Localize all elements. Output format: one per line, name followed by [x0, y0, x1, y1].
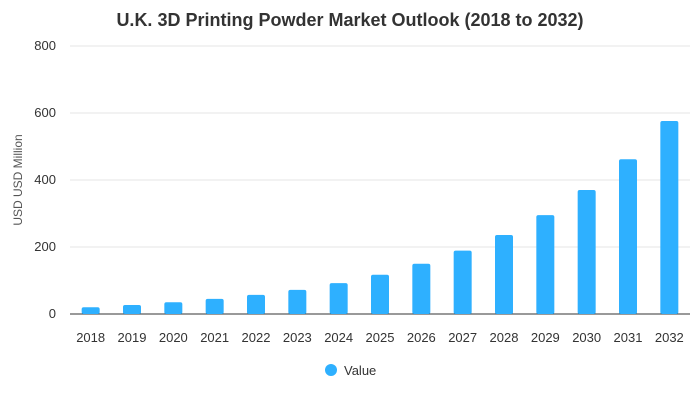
- x-tick-label: 2024: [324, 330, 353, 345]
- y-tick-label: 200: [34, 239, 56, 254]
- bar-2030[interactable]: [577, 190, 596, 314]
- y-axis-ticks: 0 200 400 600 800: [34, 38, 56, 321]
- bar-2019[interactable]: [123, 304, 141, 314]
- x-tick-label: 2030: [572, 330, 601, 345]
- bars: [81, 121, 679, 314]
- y-axis-label: USD USD Million: [11, 134, 25, 225]
- bar-2018[interactable]: [81, 307, 100, 314]
- x-tick-label: 2027: [448, 330, 477, 345]
- chart-title: U.K. 3D Printing Powder Market Outlook (…: [116, 10, 583, 30]
- y-tick-label: 0: [49, 306, 56, 321]
- bar-2029[interactable]: [536, 215, 555, 314]
- x-axis-ticks: 2018 2019 2020 2021 2022 2023 2024 2025 2026 2027…: [76, 330, 684, 345]
- x-tick-label: 2031: [614, 330, 643, 345]
- y-tick-label: 600: [34, 105, 56, 120]
- gridlines: [70, 45, 690, 315]
- bar-2024[interactable]: [329, 283, 348, 314]
- legend-label-value: Value: [344, 363, 376, 378]
- x-tick-label: 2019: [118, 330, 147, 345]
- bar-2028[interactable]: [495, 234, 513, 314]
- x-tick-label: 2032: [655, 330, 684, 345]
- bar-2023[interactable]: [288, 289, 307, 314]
- x-tick-label: 2026: [407, 330, 436, 345]
- legend[interactable]: Value: [325, 363, 376, 378]
- x-tick-label: 2023: [283, 330, 312, 345]
- bar-2021[interactable]: [205, 298, 224, 314]
- legend-swatch-value: [325, 364, 337, 376]
- x-tick-label: 2029: [531, 330, 560, 345]
- bar-2026[interactable]: [412, 263, 431, 314]
- x-tick-label: 2018: [76, 330, 105, 345]
- y-tick-label: 800: [34, 38, 56, 53]
- y-tick-label: 400: [34, 172, 56, 187]
- x-tick-label: 2022: [242, 330, 271, 345]
- x-tick-label: 2020: [159, 330, 188, 345]
- x-tick-label: 2021: [200, 330, 229, 345]
- x-tick-label: 2025: [366, 330, 395, 345]
- bar-2022[interactable]: [247, 294, 265, 314]
- bar-2025[interactable]: [371, 274, 389, 314]
- bar-2020[interactable]: [164, 302, 183, 314]
- bar-2027[interactable]: [453, 250, 472, 314]
- bar-2032[interactable]: [660, 121, 679, 314]
- bar-2031[interactable]: [619, 159, 637, 314]
- x-tick-label: 2028: [490, 330, 519, 345]
